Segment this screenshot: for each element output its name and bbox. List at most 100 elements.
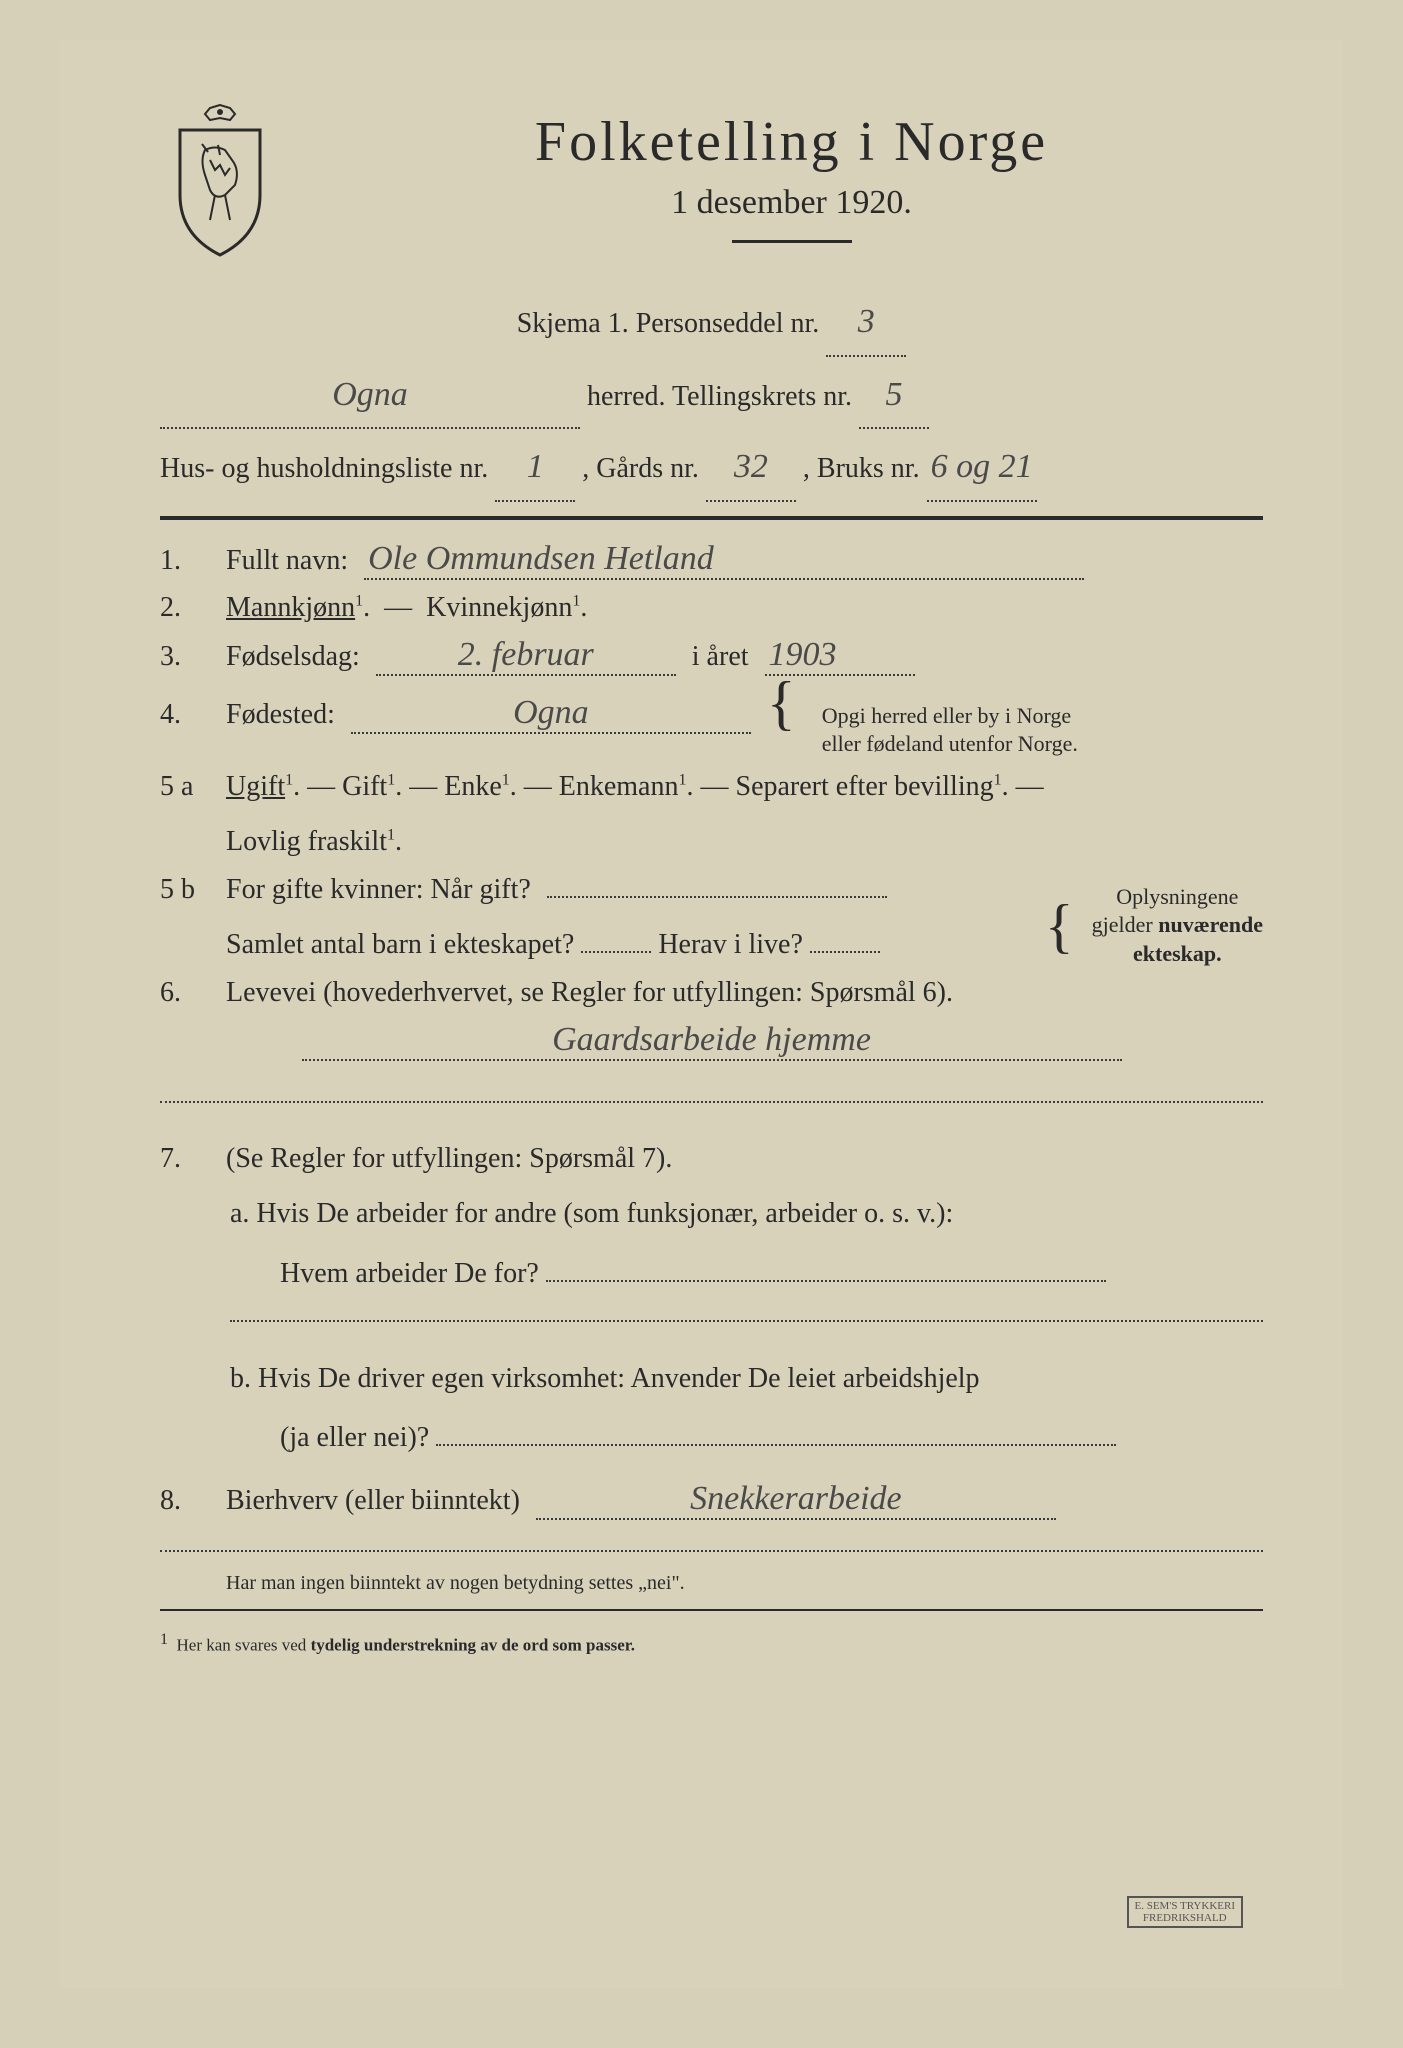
q8-value: Snekkerarbeide — [536, 1480, 1056, 1520]
header: Folketelling i Norge 1 desember 1920. — [160, 100, 1263, 260]
q4-num: 4. — [160, 699, 210, 731]
q5b-row1: 5 b For gifte kvinner: Når gift? — [160, 874, 1037, 906]
skjema-label: Skjema 1. Personseddel nr. — [517, 308, 820, 339]
q5a: 5 a Ugift1. — Gift1. — Enke1. — Enkemann… — [160, 771, 1263, 803]
coat-of-arms-icon — [160, 100, 280, 260]
stamp-line2: FREDRIKSHALD — [1143, 1912, 1227, 1924]
q7-label: (Se Regler for utfyllingen: Spørsmål 7). — [226, 1143, 672, 1175]
bruks-nr: 6 og 21 — [927, 435, 1037, 502]
q4-note1: Opgi herred eller by i Norge — [822, 703, 1071, 728]
q7b-text: (ja eller nei)? — [280, 1422, 429, 1453]
q7a-line1: a. Hvis De arbeider for andre (som funks… — [160, 1187, 1263, 1240]
hus-nr: 1 — [495, 435, 575, 502]
q7a-blank2 — [230, 1320, 1263, 1322]
q7b-blank — [436, 1418, 1116, 1446]
q5a-text: Ugift1. — Gift1. — Enke1. — Enkemann1. —… — [226, 771, 1044, 803]
q3: 3. Fødselsdag: 2. februar i året 1903 — [160, 636, 1263, 676]
q7a-text: Hvem arbeider De for? — [280, 1258, 539, 1289]
q6-answer: Gaardsarbeide hjemme — [160, 1021, 1263, 1061]
personseddel-nr: 3 — [826, 290, 906, 357]
divider — [160, 1609, 1263, 1611]
q5a-fraskilt: Lovlig fraskilt — [226, 826, 387, 857]
q3-day: 2. februar — [376, 636, 676, 676]
q5b: 5 b For gifte kvinner: Når gift? Samlet … — [160, 874, 1263, 977]
brace-icon: { — [1045, 911, 1074, 941]
q7b-line1: b. Hvis De driver egen virksomhet: Anven… — [160, 1352, 1263, 1405]
q7a-blank — [546, 1254, 1106, 1282]
q3-label: Fødselsdag: — [226, 641, 360, 673]
q6: 6. Levevei (hovederhvervet, se Regler fo… — [160, 977, 1263, 1009]
q6-num: 6. — [160, 977, 210, 1009]
meta-line-2: Ogna herred. Tellingskrets nr. 5 — [160, 363, 1263, 430]
gards-label: , Gårds nr. — [582, 453, 699, 484]
q3-num: 3. — [160, 641, 210, 673]
gards-nr: 32 — [706, 435, 796, 502]
census-form-page: Folketelling i Norge 1 desember 1920. Sk… — [60, 40, 1343, 1988]
q6-value: Gaardsarbeide hjemme — [302, 1021, 1122, 1061]
q4-label: Fødested: — [226, 699, 335, 731]
meta-line-3: Hus- og husholdningsliste nr. 1 , Gårds … — [160, 435, 1263, 502]
q5a-separert: Separert efter bevilling — [736, 771, 994, 802]
q6-label: Levevei (hovederhvervet, se Regler for u… — [226, 977, 953, 1009]
footnote-marker: 1 — [160, 1631, 168, 1648]
q5b-blank3 — [810, 925, 880, 953]
footer-note: Har man ingen biinntekt av nogen betydni… — [160, 1572, 1263, 1595]
q5a-ugift: Ugift — [226, 771, 285, 802]
title-block: Folketelling i Norge 1 desember 1920. — [320, 100, 1263, 243]
q7a-line2: Hvem arbeider De for? — [160, 1247, 1263, 1300]
q1-value: Ole Ommundsen Hetland — [364, 540, 1084, 580]
q2-num: 2. — [160, 592, 210, 624]
q8: 8. Bierhverv (eller biinntekt) Snekkerar… — [160, 1480, 1263, 1520]
q5a-gift: Gift — [342, 771, 387, 802]
stamp-line1: E. SEM'S TRYKKERI — [1135, 1900, 1236, 1912]
q5a-num: 5 a — [160, 771, 210, 803]
q7-num: 7. — [160, 1143, 210, 1175]
q4-note: Opgi herred eller by i Norge eller fødel… — [822, 702, 1078, 759]
herred-value: Ogna — [160, 363, 580, 430]
page-title: Folketelling i Norge — [320, 110, 1263, 174]
tellingskrets-nr: 5 — [859, 363, 929, 430]
q5b-blank1 — [547, 882, 887, 898]
brace-icon: { — [767, 688, 796, 718]
hus-label: Hus- og husholdningsliste nr. — [160, 453, 488, 484]
title-rule — [732, 240, 852, 243]
q4-note2: eller fødeland utenfor Norge. — [822, 731, 1078, 756]
q5b-note2: gjelder nuværende — [1092, 912, 1263, 937]
q5b-row2: Samlet antal barn i ekteskapet? Herav i … — [160, 918, 1037, 971]
q7b-line2: (ja eller nei)? — [160, 1411, 1263, 1464]
q2: 2. Mannkjønn1. — Kvinnekjønn1. — [160, 592, 1263, 624]
q1: 1. Fullt navn: Ole Ommundsen Hetland — [160, 540, 1263, 580]
q2-mann: Mannkjønn — [226, 592, 355, 623]
q7b-label: b. Hvis De driver egen virksomhet: Anven… — [230, 1363, 980, 1394]
q5a-line2: Lovlig fraskilt1. — [160, 815, 1263, 868]
q5b-line1a: For gifte kvinner: Når gift? — [226, 874, 531, 906]
q5b-blank2 — [581, 925, 651, 953]
separator — [160, 1550, 1263, 1552]
separator — [160, 1101, 1263, 1103]
q7: 7. (Se Regler for utfyllingen: Spørsmål … — [160, 1143, 1263, 1175]
printer-stamp: E. SEM'S TRYKKERI FREDRIKSHALD — [1127, 1896, 1244, 1928]
q7a-label: a. Hvis De arbeider for andre (som funks… — [230, 1198, 953, 1229]
q5a-enke: Enke — [444, 771, 502, 802]
q5a-enkemann: Enkemann — [559, 771, 679, 802]
q8-num: 8. — [160, 1485, 210, 1517]
q5b-note: Oplysningene gjelder nuværende ekteskap. — [1092, 883, 1263, 969]
q2-text: Mannkjønn1. — Kvinnekjønn1. — [226, 592, 587, 624]
divider — [160, 516, 1263, 520]
footnote: 1 Her kan svares ved tydelig understrekn… — [160, 1631, 1263, 1656]
page-subtitle: 1 desember 1920. — [320, 184, 1263, 222]
q8-label: Bierhverv (eller biinntekt) — [226, 1485, 520, 1517]
q5b-note3: ekteskap. — [1133, 941, 1222, 966]
q1-label: Fullt navn: — [226, 545, 348, 577]
q4: 4. Fødested: Ogna { Opgi herred eller by… — [160, 688, 1263, 759]
q5b-line2a: Samlet antal barn i ekteskapet? — [226, 929, 574, 960]
herred-label: herred. Tellingskrets nr. — [587, 381, 852, 412]
q3-year-label: i året — [692, 641, 749, 673]
meta-line-1: Skjema 1. Personseddel nr. 3 — [160, 290, 1263, 357]
q5b-num: 5 b — [160, 874, 210, 906]
q5b-line2b: Herav i live? — [658, 929, 803, 960]
q5b-note1: Oplysningene — [1116, 884, 1238, 909]
bruks-label: , Bruks nr. — [803, 453, 920, 484]
q2-kvinne: Kvinnekjønn — [426, 592, 572, 623]
q1-num: 1. — [160, 545, 210, 577]
